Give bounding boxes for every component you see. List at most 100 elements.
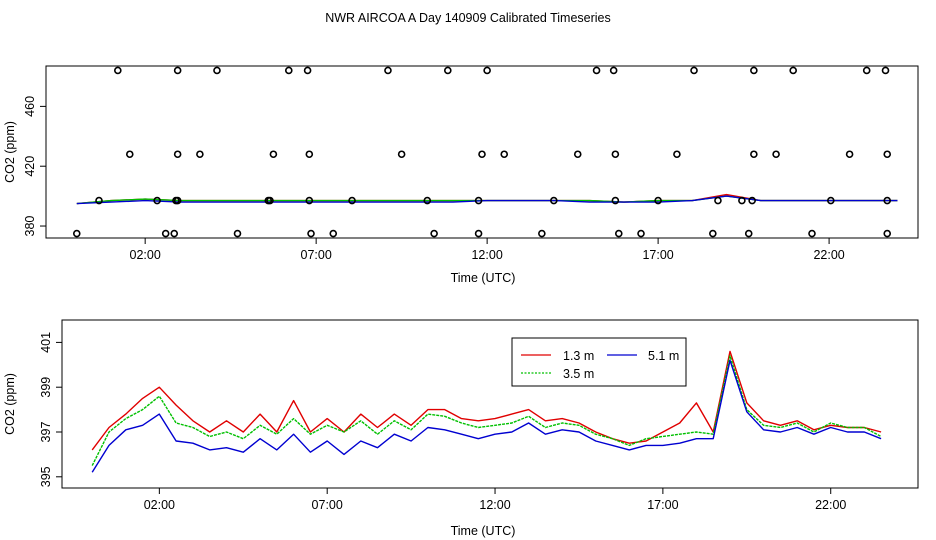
x-tick-label: 22:00 [813, 248, 844, 262]
data-point [738, 196, 746, 205]
legend-box [511, 337, 687, 387]
top-points [72, 66, 892, 238]
data-point [269, 150, 278, 159]
data-point [307, 229, 315, 238]
data-point [196, 150, 204, 159]
data-point [474, 196, 483, 205]
legend: 1.3 m 3.5 m 5.1 m [511, 337, 687, 387]
bottom-y-axis: 395 397 399 401 [39, 332, 62, 487]
data-point [72, 229, 81, 238]
top-y-axis-label: CO2 (ppm) [3, 121, 17, 183]
data-point [384, 66, 392, 75]
legend-label-1-3m: 1.3 m [563, 349, 594, 363]
data-point [748, 196, 756, 205]
data-point [883, 150, 892, 159]
x-tick-label: 02:00 [144, 498, 175, 512]
data-point [173, 66, 182, 75]
bottom-y-axis-label: CO2 (ppm) [3, 373, 17, 435]
data-point [430, 229, 438, 238]
data-point [826, 196, 835, 205]
data-point [500, 150, 509, 159]
top-series-lines [76, 193, 898, 205]
y-tick-label: 397 [39, 422, 53, 443]
data-point [808, 229, 816, 238]
data-point [614, 229, 623, 238]
data-point [883, 229, 892, 238]
data-point [673, 150, 681, 159]
top-panel: 02:00 07:00 12:00 17:00 22:00 380 420 460 Time… [3, 65, 919, 285]
data-point [883, 196, 892, 205]
data-point [233, 229, 242, 238]
bottom-plot-frame [61, 319, 919, 489]
x-tick-label: 22:00 [815, 498, 846, 512]
bottom-x-axis: 02:00 07:00 12:00 17:00 22:00 [144, 488, 846, 512]
data-point [213, 66, 221, 75]
x-tick-label: 02:00 [130, 248, 161, 262]
data-point [862, 66, 871, 75]
bottom-x-axis-label: Time (UTC) [451, 524, 516, 538]
data-point [654, 196, 662, 205]
data-point [750, 150, 758, 159]
x-tick-label: 17:00 [647, 498, 678, 512]
data-point [348, 196, 356, 205]
data-point [329, 229, 338, 238]
x-tick-label: 12:00 [471, 248, 502, 262]
data-point [744, 229, 753, 238]
data-point [478, 150, 486, 159]
data-point [637, 229, 645, 238]
legend-label-3-5m: 3.5 m [563, 367, 594, 381]
x-tick-label: 07:00 [312, 498, 343, 512]
x-tick-label: 07:00 [301, 248, 332, 262]
data-point [305, 150, 314, 159]
y-tick-label: 399 [39, 377, 53, 398]
data-point [845, 150, 854, 159]
data-point [573, 150, 582, 159]
data-point [789, 66, 797, 75]
data-point [609, 66, 618, 75]
y-tick-label: 380 [23, 216, 37, 237]
y-tick-label: 395 [39, 466, 53, 487]
data-point [550, 196, 558, 205]
data-point [538, 229, 546, 238]
x-tick-label: 12:00 [479, 498, 510, 512]
bottom-series-line-3-5-m [91, 355, 882, 466]
data-point [423, 196, 432, 205]
legend-label-5-1m: 5.1 m [648, 349, 679, 363]
data-point [474, 229, 483, 238]
data-point [483, 66, 491, 75]
bottom-series-line-1-3-m [91, 350, 882, 451]
top-x-axis-label: Time (UTC) [451, 271, 516, 285]
data-point [114, 66, 122, 75]
data-point [750, 66, 758, 75]
x-tick-label: 17:00 [642, 248, 673, 262]
data-point [305, 196, 314, 205]
data-point [592, 66, 601, 75]
data-point [772, 150, 780, 159]
data-point [709, 229, 717, 238]
data-point [690, 66, 698, 75]
data-point [173, 196, 182, 205]
data-point [95, 196, 103, 205]
data-point [444, 66, 452, 75]
data-point [303, 66, 312, 75]
top-x-axis: 02:00 07:00 12:00 17:00 22:00 [130, 238, 845, 262]
data-point [611, 196, 620, 205]
y-tick-label: 420 [23, 156, 37, 177]
data-point [397, 150, 406, 159]
data-point [125, 150, 134, 159]
data-point [266, 196, 274, 205]
data-point [284, 66, 293, 75]
data-point [161, 229, 170, 238]
data-point [881, 66, 890, 75]
y-tick-label: 460 [23, 96, 37, 117]
bottom-series-line-5-1-m [91, 359, 882, 473]
figure-title: NWR AIRCOA A Day 140909 Calibrated Times… [325, 11, 611, 25]
data-point [153, 196, 161, 205]
bottom-series-lines [91, 350, 882, 473]
data-point [611, 150, 620, 159]
top-series-line-5-1-m [76, 195, 898, 205]
data-point [173, 150, 182, 159]
bottom-panel: 02:00 07:00 12:00 17:00 22:00 395 397 399 401 T… [3, 319, 919, 538]
top-plot-frame [45, 65, 919, 239]
